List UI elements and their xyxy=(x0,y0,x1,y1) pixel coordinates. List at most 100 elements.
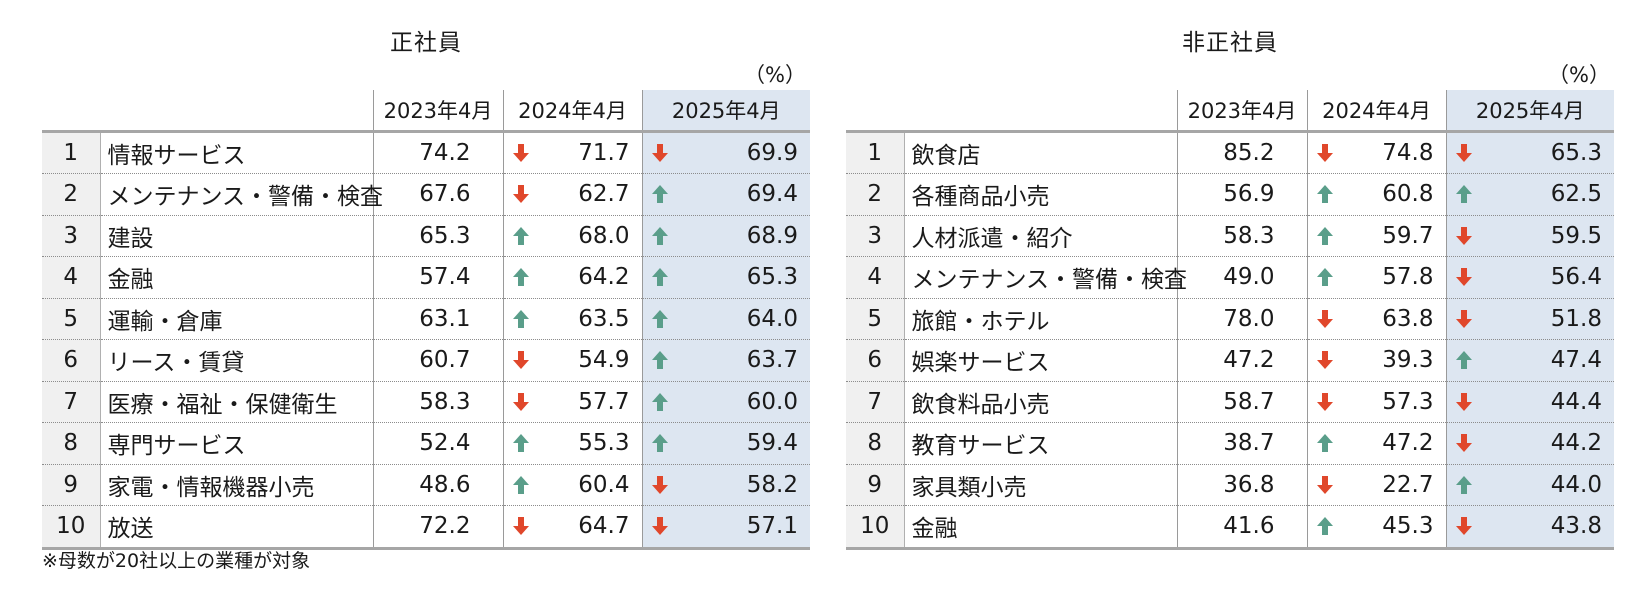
value-2023: 52.4 xyxy=(372,422,503,465)
rank-cell: 4 xyxy=(846,256,905,299)
value-2023: 74.2 xyxy=(372,131,503,174)
table-body: 1 飲食店 85.2 74.8 65.3 2 各種商品小売 56.9 60.8 62.5 3 人材派遣… xyxy=(846,131,1614,550)
value-2023: 78.0 xyxy=(1176,298,1307,340)
value-2025: 44.4 xyxy=(1550,388,1602,415)
industry-name: 放送 xyxy=(100,505,373,550)
header-row: 2023年4月 2024年4月 2025年4月 xyxy=(42,90,810,133)
value-2024-cell: 68.0 xyxy=(502,215,642,257)
value-2023: 60.7 xyxy=(372,339,503,382)
value-2023: 85.2 xyxy=(1176,131,1307,174)
value-2025-cell: 59.5 xyxy=(1445,215,1614,257)
up-arrow-icon xyxy=(651,267,669,287)
rank-cell: 10 xyxy=(846,505,905,550)
value-2025: 68.9 xyxy=(746,222,798,249)
header-2023: 2023年4月 xyxy=(1176,90,1307,133)
up-arrow-icon xyxy=(651,433,669,453)
value-2023: 57.4 xyxy=(372,256,503,299)
down-arrow-icon xyxy=(1316,143,1334,163)
value-2024: 74.8 xyxy=(1382,140,1434,166)
value-2024: 39.3 xyxy=(1382,347,1434,374)
up-arrow-icon xyxy=(512,309,530,329)
table-row: 4 メンテナンス・警備・検査 49.0 57.8 56.4 xyxy=(846,256,1614,299)
down-arrow-icon xyxy=(1455,143,1473,163)
rank-cell: 6 xyxy=(42,339,101,382)
table-row: 8 専門サービス 52.4 55.3 59.4 xyxy=(42,422,810,465)
down-arrow-icon xyxy=(1455,226,1473,246)
industry-name: 専門サービス xyxy=(100,422,373,465)
value-2024-cell: 60.8 xyxy=(1306,173,1446,216)
down-arrow-icon xyxy=(651,143,669,163)
value-2024: 63.5 xyxy=(578,305,630,332)
value-2025-cell: 62.5 xyxy=(1445,173,1614,216)
rank-cell: 2 xyxy=(846,173,905,216)
value-2023: 63.1 xyxy=(372,298,503,340)
value-2025: 65.3 xyxy=(746,264,798,291)
up-arrow-icon xyxy=(651,226,669,246)
table-row: 7 飲食料品小売 58.7 57.3 44.4 xyxy=(846,381,1614,423)
industry-name: 金融 xyxy=(100,256,373,299)
up-arrow-icon xyxy=(512,433,530,453)
non-regular-employee-panel: 非正社員 （%） 2023年4月 2024年4月 2025年4月 1 飲食店 85.… xyxy=(846,26,1614,550)
value-2024-cell: 63.8 xyxy=(1306,298,1446,340)
down-arrow-icon xyxy=(1455,267,1473,287)
header-2024: 2024年4月 xyxy=(502,90,642,133)
value-2023: 36.8 xyxy=(1176,464,1307,506)
value-2023: 49.0 xyxy=(1176,256,1307,299)
rank-cell: 3 xyxy=(42,215,101,257)
regular-employee-table: 2023年4月 2024年4月 2025年4月 1 情報サービス 74.2 71.7 6… xyxy=(42,90,810,550)
industry-name: 飲食料品小売 xyxy=(904,381,1177,423)
up-arrow-icon xyxy=(651,184,669,204)
header-2025: 2025年4月 xyxy=(641,90,810,133)
value-2025: 57.1 xyxy=(746,513,798,540)
unit-label: （%） xyxy=(1548,63,1610,87)
value-2025: 56.4 xyxy=(1550,264,1602,291)
industry-name: 家具類小売 xyxy=(904,464,1177,506)
value-2023: 67.6 xyxy=(372,173,503,216)
rank-cell: 8 xyxy=(846,422,905,465)
value-2024-cell: 55.3 xyxy=(502,422,642,465)
value-2025-cell: 63.7 xyxy=(641,339,810,382)
rank-cell: 7 xyxy=(846,381,905,423)
table-row: 9 家具類小売 36.8 22.7 44.0 xyxy=(846,464,1614,506)
unit-label: （%） xyxy=(744,63,806,87)
value-2025: 62.5 xyxy=(1550,181,1602,208)
value-2025-cell: 64.0 xyxy=(641,298,810,340)
value-2024-cell: 59.7 xyxy=(1306,215,1446,257)
industry-name: 娯楽サービス xyxy=(904,339,1177,382)
rank-cell: 8 xyxy=(42,422,101,465)
industry-name: 金融 xyxy=(904,505,1177,550)
value-2025-cell: 44.2 xyxy=(1445,422,1614,465)
value-2025-cell: 69.9 xyxy=(641,131,810,174)
value-2024-cell: 47.2 xyxy=(1306,422,1446,465)
value-2024: 64.7 xyxy=(578,513,630,540)
value-2025-cell: 43.8 xyxy=(1445,505,1614,550)
down-arrow-icon xyxy=(512,516,530,536)
value-2024-cell: 57.7 xyxy=(502,381,642,423)
table-row: 3 建設 65.3 68.0 68.9 xyxy=(42,215,810,257)
rank-cell: 3 xyxy=(846,215,905,257)
down-arrow-icon xyxy=(512,184,530,204)
rank-cell: 1 xyxy=(42,131,101,174)
down-arrow-icon xyxy=(651,516,669,536)
industry-name: メンテナンス・警備・検査 xyxy=(904,256,1187,299)
value-2024: 62.7 xyxy=(578,181,630,208)
value-2025-cell: 59.4 xyxy=(641,422,810,465)
value-2024: 63.8 xyxy=(1382,305,1434,332)
value-2024-cell: 64.7 xyxy=(502,505,642,550)
value-2024-cell: 64.2 xyxy=(502,256,642,299)
table-row: 2 メンテナンス・警備・検査 67.6 62.7 69.4 xyxy=(42,173,810,216)
value-2024-cell: 54.9 xyxy=(502,339,642,382)
table-row: 5 旅館・ホテル 78.0 63.8 51.8 xyxy=(846,298,1614,340)
value-2023: 58.3 xyxy=(1176,215,1307,257)
header-blank xyxy=(846,90,1177,133)
value-2025-cell: 51.8 xyxy=(1445,298,1614,340)
value-2025-cell: 44.0 xyxy=(1445,464,1614,506)
value-2025-cell: 60.0 xyxy=(641,381,810,423)
value-2025-cell: 69.4 xyxy=(641,173,810,216)
value-2025: 63.7 xyxy=(746,347,798,374)
table-row: 5 運輸・倉庫 63.1 63.5 64.0 xyxy=(42,298,810,340)
table-row: 10 金融 41.6 45.3 43.8 xyxy=(846,505,1614,550)
table-row: 10 放送 72.2 64.7 57.1 xyxy=(42,505,810,550)
down-arrow-icon xyxy=(512,392,530,412)
table-row: 1 飲食店 85.2 74.8 65.3 xyxy=(846,131,1614,174)
